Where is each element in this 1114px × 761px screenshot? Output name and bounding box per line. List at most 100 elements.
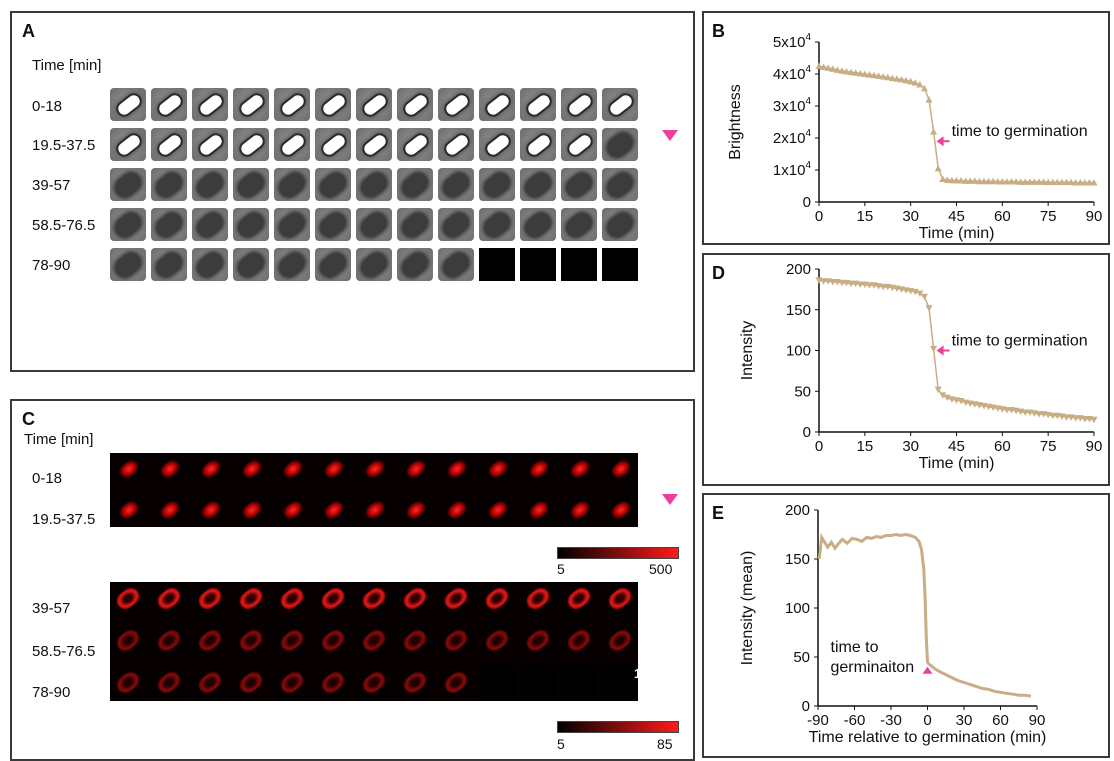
scale-bar-label: 1 µm: [634, 666, 664, 681]
spore-image: [154, 668, 184, 697]
microscopy-tile: [356, 208, 392, 241]
microscopy-tile: [110, 624, 146, 657]
data-point: [943, 394, 951, 402]
microscopy-tile: [438, 624, 474, 657]
empty-tile: [561, 248, 597, 281]
panel-a-row-label: 39-57: [32, 177, 71, 194]
x-tick-label: 60: [992, 712, 1009, 729]
microscopy-tile: [315, 248, 351, 281]
microscopy-tile: [151, 128, 187, 161]
microscopy-tile: [479, 88, 515, 121]
spore-image: [238, 132, 266, 158]
scale-bar-label: 1 µm: [634, 288, 664, 303]
spore-image: [113, 626, 143, 655]
x-tick-label: 30: [902, 438, 919, 455]
data-point: [1081, 178, 1089, 186]
microscopy-tile: [397, 208, 433, 241]
microscopy-tile: [520, 208, 556, 241]
microscopy-tile: [520, 453, 556, 486]
spore-image: [400, 626, 430, 655]
y-axis-label: Intensity: [739, 321, 756, 381]
data-point: [985, 177, 993, 185]
microscopy-tile: [315, 453, 351, 486]
x-axis-label: Time (min): [919, 225, 995, 242]
microscopy-tile: [274, 88, 310, 121]
microscopy-tile: [438, 582, 474, 615]
spore-image: [399, 169, 431, 201]
microscopy-tile: [233, 208, 269, 241]
x-tick-label: 0: [815, 208, 823, 225]
scale-bar-line: [639, 682, 658, 686]
panel-c-row-label: 0-18: [32, 470, 63, 487]
spore-image: [116, 457, 142, 481]
microscopy-tile: [356, 582, 392, 615]
spore-image: [154, 584, 184, 613]
spore-image: [440, 209, 472, 241]
microscopy-tile: [397, 168, 433, 201]
microscopy-tile: [233, 494, 269, 527]
data-point: [925, 96, 933, 103]
microscopy-tile: [520, 128, 556, 161]
data-point: [843, 67, 850, 75]
colorbar-top-max: 500: [649, 561, 673, 577]
panel-a-row-label: 0-18: [32, 98, 63, 115]
y-tick-label: 150: [785, 551, 810, 568]
microscopy-tile: [356, 248, 392, 281]
brightness-chart: B 0 15 30 45 60 75 90 0 1x104 2x104 3x104 4x104 5x104…: [712, 21, 1103, 242]
microscopy-tile: [397, 582, 433, 615]
microscopy-tile: [233, 666, 269, 699]
data-point: [856, 69, 864, 77]
microscopy-tile: [602, 494, 638, 527]
data-point: [1035, 411, 1043, 418]
microscopy-tile: [151, 582, 187, 615]
spore-image: [567, 498, 593, 522]
spore-image: [194, 169, 226, 201]
y-tick-label: 5x104: [773, 32, 812, 51]
scale-bar-top: [662, 519, 678, 524]
spore-image: [238, 92, 266, 118]
microscopy-tile: [315, 88, 351, 121]
spore-image: [156, 92, 184, 118]
microscopy-tile: [479, 494, 515, 527]
microscopy-tile: [438, 168, 474, 201]
microscopy-tile: [192, 453, 228, 486]
spore-image: [277, 584, 307, 613]
panel-a: A Time [min] 0-18 19.5-37.5 39-57 58.5-7…: [10, 11, 695, 372]
x-tick-label: 60: [994, 208, 1011, 225]
spore-image: [318, 626, 348, 655]
spore-image: [522, 209, 554, 241]
microscopy-tile: [315, 666, 351, 699]
y-tick-label: 50: [793, 649, 810, 666]
microscopy-tile: [397, 624, 433, 657]
spore-image: [484, 132, 512, 158]
data-point: [930, 345, 938, 353]
microscopy-tile: [233, 168, 269, 201]
colorbar-top-min: 5: [557, 561, 565, 577]
empty-tile: [602, 248, 638, 281]
spore-image: [197, 92, 225, 118]
microscopy-tile: [151, 208, 187, 241]
spore-image: [358, 209, 390, 241]
data-point: [939, 392, 947, 399]
annotation-text: germinaiton: [831, 659, 915, 676]
data-point: [943, 176, 951, 183]
microscopy-tile: [602, 624, 638, 657]
microscopy-tile: [479, 453, 515, 486]
spore-image: [440, 169, 472, 201]
data-point: [957, 398, 965, 405]
x-tick-label: 90: [1086, 208, 1103, 225]
microscopy-tile: [192, 208, 228, 241]
microscopy-tile: [274, 582, 310, 615]
data-point: [1012, 178, 1020, 185]
colorbar-top: [557, 547, 679, 559]
spore-image: [277, 668, 307, 697]
spore-image: [481, 169, 513, 201]
data-point: [888, 74, 896, 82]
spore-image: [276, 249, 308, 281]
panel-c-row-label: 19.5-37.5: [32, 511, 96, 528]
mean-intensity-chart: E -90 -60 -30 0 30 60 90 0 50 100 150 200 Time relati…: [712, 502, 1046, 746]
data-point: [879, 73, 887, 80]
x-tick-label: 30: [956, 712, 973, 729]
spore-image: [564, 584, 594, 613]
microscopy-tile: [233, 88, 269, 121]
